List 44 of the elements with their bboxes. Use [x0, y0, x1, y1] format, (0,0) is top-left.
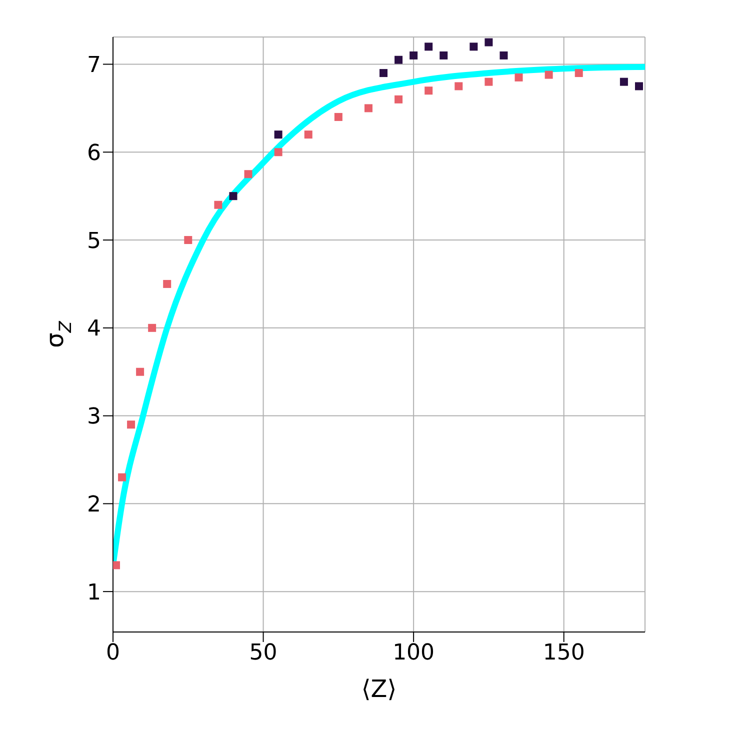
point [214, 200, 222, 209]
point [574, 69, 583, 78]
x-tick-label: 100 [392, 640, 435, 666]
point [127, 420, 136, 429]
y-tick-label: 1 [87, 580, 101, 606]
point [620, 78, 628, 86]
point [514, 73, 523, 82]
point [544, 70, 553, 79]
point [484, 38, 493, 46]
point [410, 51, 418, 60]
x-axis-title: ⟨Z⟩ [361, 674, 397, 703]
x-tick-label: 150 [542, 640, 585, 666]
point [184, 236, 192, 244]
point [304, 130, 312, 139]
point [163, 280, 172, 288]
y-tick-label: 6 [87, 140, 101, 166]
point [424, 86, 433, 95]
y-tick-label: 3 [87, 404, 101, 430]
point [364, 104, 372, 112]
y-tick-label: 2 [87, 492, 101, 518]
point [484, 78, 493, 86]
point [470, 42, 478, 51]
point [394, 95, 403, 104]
point [113, 561, 120, 570]
point [136, 368, 144, 376]
point [634, 82, 643, 90]
point [440, 51, 448, 60]
point [118, 473, 126, 482]
point [274, 130, 282, 139]
point [424, 42, 433, 51]
y-tick-label: 4 [87, 316, 101, 342]
x-tick-label: 0 [106, 640, 120, 666]
point [148, 324, 156, 332]
y-tick-label: 7 [87, 53, 101, 78]
y-tick-label: 5 [87, 228, 101, 254]
point [244, 170, 252, 178]
point [334, 112, 342, 121]
point [380, 69, 388, 78]
point [229, 192, 238, 200]
x-tick-label: 50 [249, 640, 278, 666]
point [394, 56, 403, 64]
point [274, 148, 282, 156]
point [454, 82, 463, 90]
point [500, 51, 508, 60]
